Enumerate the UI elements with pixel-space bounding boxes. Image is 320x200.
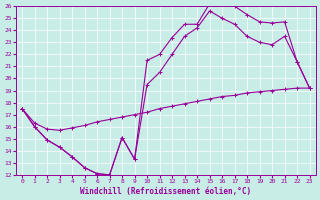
X-axis label: Windchill (Refroidissement éolien,°C): Windchill (Refroidissement éolien,°C): [80, 187, 252, 196]
